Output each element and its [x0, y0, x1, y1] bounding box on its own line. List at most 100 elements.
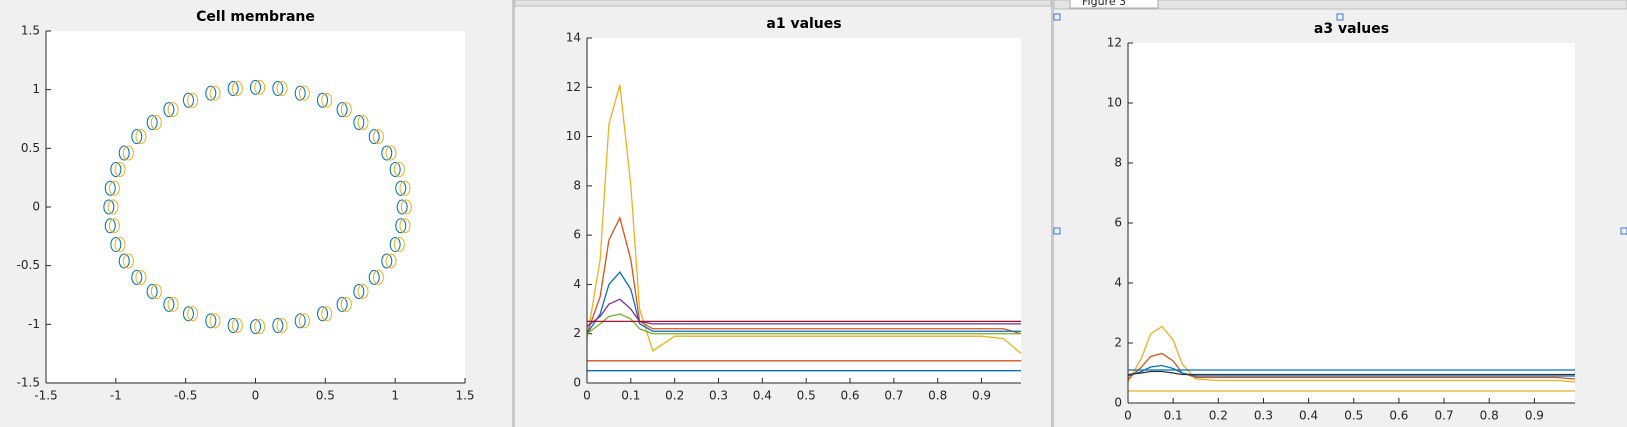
y-tick-label: 0 [573, 376, 581, 390]
x-tick-label: 0.8 [1480, 409, 1499, 423]
y-tick-label: 6 [573, 228, 581, 242]
x-tick-label: 0.1 [1164, 409, 1183, 423]
y-tick-label: 1.5 [21, 24, 40, 38]
marker [298, 313, 310, 329]
marker [321, 306, 333, 322]
y-tick-label: 2 [573, 326, 581, 340]
series-line [1127, 370, 1575, 376]
x-tick-label: 0.5 [316, 389, 335, 403]
marker [393, 237, 405, 253]
x-tick-label: -0.5 [174, 389, 197, 403]
y-tick-label: 8 [1114, 156, 1122, 170]
selection-handles [1053, 13, 1627, 235]
marker [205, 313, 217, 329]
handle [1620, 227, 1627, 235]
x-tick-label: 0.5 [797, 389, 816, 403]
marker [389, 237, 401, 253]
marker [321, 92, 333, 108]
x-tick-label: 0.7 [1435, 409, 1454, 423]
y-tick-label: 2 [1114, 336, 1122, 350]
window-divider [1051, 0, 1054, 427]
marker [389, 161, 401, 177]
y-tick-label: 8 [573, 178, 581, 192]
window-tab-label: Figure 3 [1082, 0, 1126, 8]
marker [276, 80, 288, 96]
window-tab[interactable] [1069, 0, 1159, 9]
marker [108, 180, 120, 196]
marker [187, 306, 199, 322]
marker [150, 283, 162, 299]
marker [276, 318, 288, 334]
x-tick-label: 1 [391, 389, 399, 403]
marker [110, 161, 122, 177]
marker [114, 161, 126, 177]
x-tick-label: 0 [583, 389, 591, 403]
marker [108, 218, 120, 234]
handle [1336, 13, 1344, 21]
marker [107, 199, 119, 215]
x-tick-label: 0.3 [709, 389, 728, 403]
marker [167, 102, 179, 118]
marker [399, 180, 411, 196]
marker [254, 319, 266, 335]
marker [395, 218, 407, 234]
marker [104, 180, 116, 196]
marker [385, 145, 397, 161]
y-tick-label: 12 [566, 80, 581, 94]
marker [254, 79, 266, 95]
marker [227, 318, 239, 334]
marker [340, 102, 352, 118]
marker [146, 115, 158, 131]
marker [163, 296, 175, 312]
marker [205, 85, 217, 101]
x-tick-label: 0.3 [1254, 409, 1273, 423]
x-tick-label: 0 [1124, 409, 1132, 423]
marker [187, 92, 199, 108]
y-tick-label: 12 [1107, 36, 1122, 50]
chart-title: a3 values [1314, 21, 1389, 37]
y-tick-label: 10 [566, 129, 581, 143]
marker [381, 145, 393, 161]
plot-area [46, 31, 465, 383]
series-line [1127, 352, 1576, 380]
marker [393, 161, 405, 177]
marker [372, 269, 384, 285]
marker [118, 253, 130, 269]
series-line [586, 216, 1022, 335]
x-tick-label: 0.9 [1525, 409, 1544, 423]
y-tick-label: -1 [28, 317, 40, 331]
marker [122, 253, 134, 269]
marker [146, 283, 158, 299]
series-line [586, 313, 1021, 335]
marker [114, 237, 126, 253]
handle [1053, 13, 1061, 21]
marker [340, 296, 352, 312]
window-divider [512, 0, 515, 427]
y-tick-label: 0 [1114, 396, 1122, 410]
x-tick-label: -1.5 [34, 389, 57, 403]
marker [231, 80, 243, 96]
marker [182, 306, 194, 322]
series-line [586, 84, 1022, 354]
x-tick-label: 0.6 [1389, 409, 1408, 423]
marker [317, 306, 329, 322]
x-tick-label: 0.4 [753, 389, 772, 403]
marker [167, 296, 179, 312]
x-tick-label: 0.9 [972, 389, 991, 403]
series-line [586, 271, 1021, 335]
marker [122, 145, 134, 161]
y-tick-label: 10 [1107, 96, 1122, 110]
tab-bar [1053, 0, 1627, 10]
marker [372, 129, 384, 145]
marker [135, 129, 147, 145]
marker [353, 283, 365, 299]
marker [110, 237, 122, 253]
y-tick-label: 4 [1114, 276, 1122, 290]
y-tick-label: 14 [566, 31, 581, 45]
marker [272, 318, 284, 334]
marker [298, 85, 310, 101]
marker [209, 85, 221, 101]
marker [357, 115, 369, 131]
